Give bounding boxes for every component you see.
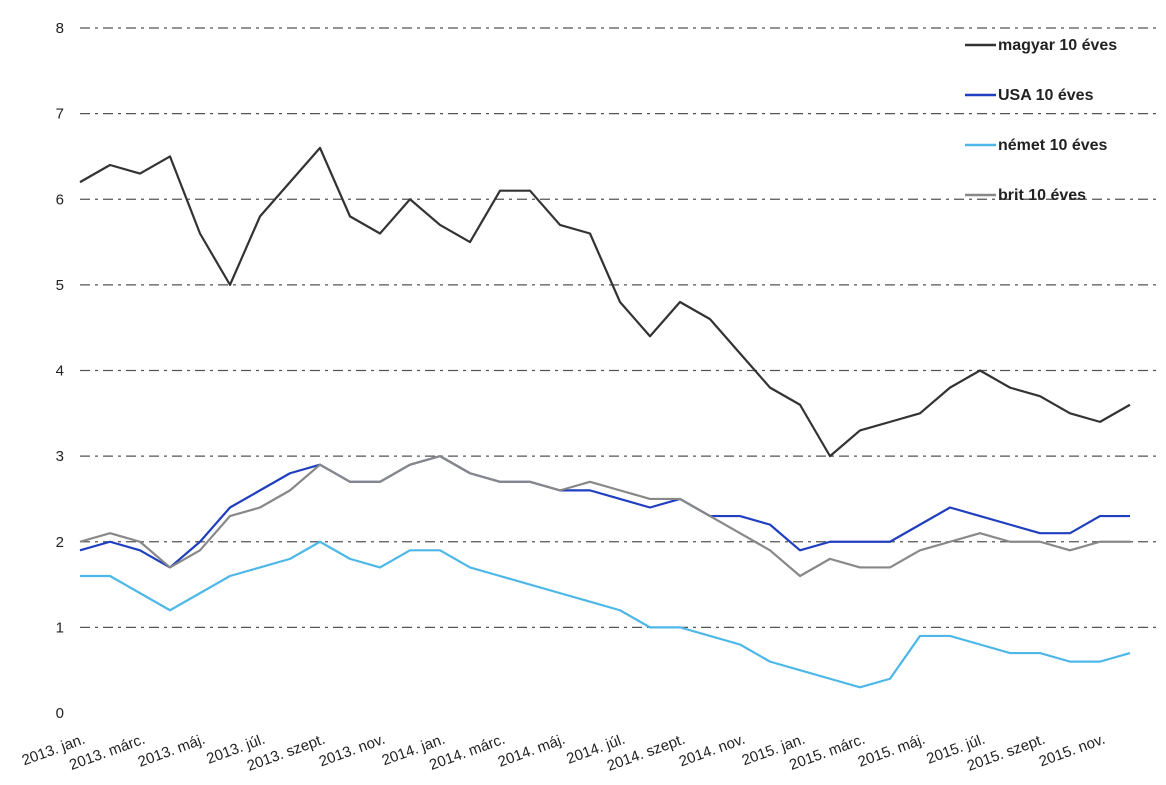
x-tick-label: 2013. nov. [317, 731, 388, 771]
y-tick-label: 4 [56, 363, 64, 380]
y-tick-label: 2 [56, 534, 64, 551]
x-tick-label: 2014. máj. [496, 731, 568, 771]
y-tick-label: 0 [56, 705, 64, 722]
y-tick-label: 7 [56, 106, 64, 123]
series-line [80, 540, 1131, 689]
x-tick-label: 2014. nov. [677, 731, 748, 771]
x-tick-label: 2015. máj. [856, 731, 928, 771]
legend-label: magyar 10 éves [998, 37, 1117, 54]
x-tick-label: 2013. máj. [136, 731, 208, 771]
legend-label: USA 10 éves [998, 87, 1094, 104]
series-line [79, 146, 1131, 458]
x-tick-label: 2015. nov. [1037, 731, 1108, 771]
y-tick-label: 8 [56, 20, 64, 37]
legend-label: brit 10 éves [998, 187, 1086, 204]
series-line [79, 455, 1130, 569]
y-tick-label: 3 [56, 448, 64, 465]
y-tick-label: 5 [56, 277, 64, 294]
series-line [79, 455, 1130, 578]
y-tick-label: 6 [56, 191, 64, 208]
legend-label: német 10 éves [998, 137, 1108, 154]
y-tick-label: 1 [56, 619, 64, 636]
